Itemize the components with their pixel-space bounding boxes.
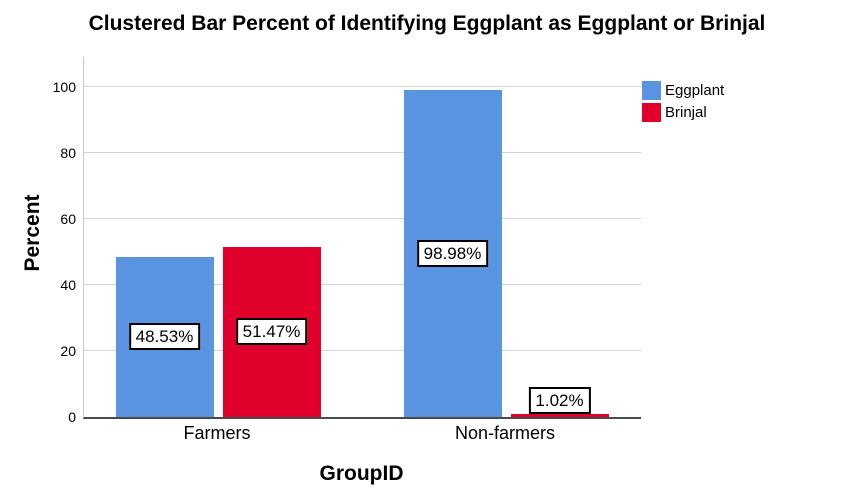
gridline-40: [84, 284, 641, 285]
legend-swatch-eggplant: [642, 81, 661, 100]
chart-title: Clustered Bar Percent of Identifying Egg…: [88, 12, 766, 35]
legend: Eggplant Brinjal: [642, 80, 724, 124]
bar-brinjal-non-farmers: [510, 413, 609, 417]
legend-swatch-brinjal: [642, 103, 661, 122]
x-axis-title: GroupID: [319, 462, 404, 485]
plot-area: 48.53% 51.47% 98.98% 1.02%: [83, 57, 641, 419]
legend-label-brinjal: Brinjal: [665, 104, 707, 121]
legend-item-eggplant: Eggplant: [642, 80, 724, 101]
category-label-farmers: Farmers: [183, 423, 251, 443]
y-tick-label-60: 60: [60, 211, 76, 227]
y-tick-label-80: 80: [60, 145, 76, 161]
data-label-brinjal-non-farmers: 1.02%: [528, 386, 591, 414]
gridline-60: [84, 218, 641, 219]
gridline-20: [84, 350, 641, 351]
gridline-80: [84, 152, 641, 153]
category-label-non-farmers: Non-farmers: [454, 423, 556, 443]
y-tick-label-100: 100: [52, 79, 76, 95]
y-axis-title: Percent: [21, 194, 44, 272]
legend-label-eggplant: Eggplant: [665, 82, 725, 99]
y-tick-label-40: 40: [60, 277, 76, 293]
y-tick-label-20: 20: [60, 343, 76, 359]
data-label-eggplant-non-farmers: 98.98%: [416, 239, 489, 267]
gridline-100: [84, 86, 641, 87]
legend-item-brinjal: Brinjal: [642, 102, 724, 123]
data-label-brinjal-farmers: 51.47%: [235, 318, 308, 346]
y-tick-label-0: 0: [68, 409, 76, 425]
data-label-eggplant-farmers: 48.53%: [128, 322, 201, 350]
